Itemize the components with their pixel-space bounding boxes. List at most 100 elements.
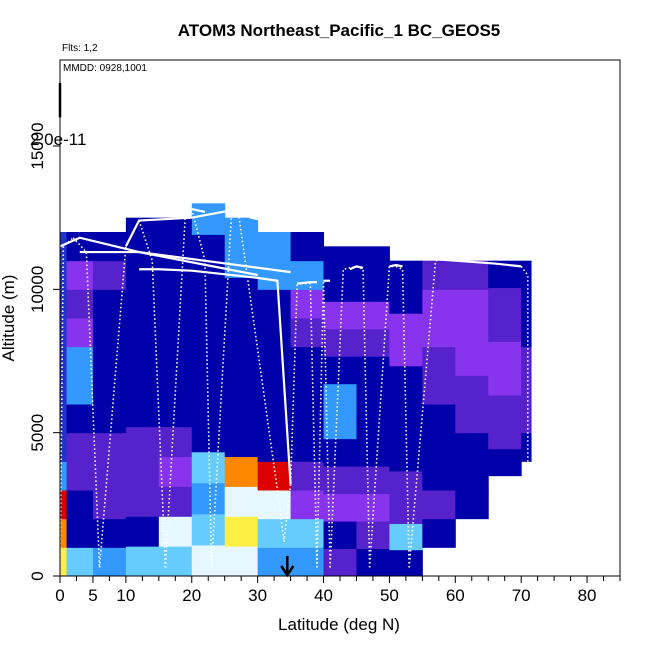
flight-track-solid <box>124 207 278 247</box>
flight-track-solid <box>79 250 291 274</box>
curtain-cell <box>191 451 226 484</box>
flight-track <box>58 82 529 578</box>
curtain-cell <box>323 411 357 440</box>
curtain-cell <box>389 549 423 577</box>
curtain-cell <box>356 438 390 467</box>
curtain-cell <box>422 432 456 462</box>
curtain-cell <box>422 375 456 405</box>
curtain-cell <box>455 432 489 462</box>
curtain-cell <box>66 375 94 405</box>
x-tick-label: 5 <box>88 586 97 605</box>
curtain-cell <box>125 486 160 517</box>
curtain-heatmap <box>60 203 532 577</box>
curtain-cell <box>92 375 127 405</box>
curtain-cell <box>323 383 357 412</box>
curtain-cell <box>455 260 489 290</box>
curtain-cell <box>158 366 193 398</box>
y-tick-label: 15000 <box>28 122 47 169</box>
curtain-cell <box>158 396 193 428</box>
curtain-cell <box>60 318 68 348</box>
curtain-cell <box>66 461 94 491</box>
x-tick-label: 0 <box>55 586 64 605</box>
curtain-cell <box>158 217 193 249</box>
curtain-cell <box>455 375 489 405</box>
curtain-cell <box>257 432 292 462</box>
curtain-cell <box>356 411 390 440</box>
chart-title: ATOM3 Northeast_Pacific_1 BC_GEOS5 <box>178 21 501 40</box>
curtain-cell <box>422 260 456 290</box>
x-tick-label: 80 <box>578 586 597 605</box>
marker-arrow-head <box>280 565 295 578</box>
curtain-cell <box>191 327 226 360</box>
flight-track-solid <box>59 236 258 277</box>
curtain-cell <box>455 461 489 491</box>
curtain-cell <box>422 518 456 548</box>
curtain-cell <box>158 546 193 577</box>
curtain-cell <box>191 544 226 577</box>
curtain-cell <box>488 395 522 423</box>
flight-track-solid <box>389 263 403 268</box>
curtain-cell <box>158 247 193 278</box>
curtain-cell <box>191 203 226 235</box>
curtain-cell <box>521 375 532 405</box>
curtain-cell <box>66 346 94 376</box>
curtain-cell <box>257 518 292 548</box>
curtain-cell <box>521 346 532 376</box>
curtain-cell <box>356 466 390 495</box>
curtain-cell <box>290 346 325 376</box>
curtain-cell <box>422 318 456 348</box>
flights-annotation: Flts: 1,2 <box>62 43 98 54</box>
curtain-cell <box>66 232 94 262</box>
curtain-cell <box>356 493 390 522</box>
y-tick-label: 0 <box>28 571 47 580</box>
curtain-cell <box>323 301 357 330</box>
curtain-cell <box>290 375 325 405</box>
curtain-cell <box>389 339 423 367</box>
curtain-cell <box>389 286 423 314</box>
curtain-cell <box>455 490 489 520</box>
curtain-cell <box>422 490 456 520</box>
curtain-cell <box>455 289 489 319</box>
x-tick-label: 50 <box>380 586 399 605</box>
curtain-cell <box>60 547 68 577</box>
curtain-cell <box>257 461 292 491</box>
flight-track-dotted <box>368 265 396 568</box>
curtain-cell <box>488 368 522 396</box>
curtain-cell <box>356 301 390 330</box>
flight-track-solid <box>139 268 292 485</box>
curtain-cell <box>257 318 292 348</box>
curtain-cell <box>323 273 357 302</box>
curtain-cell <box>488 314 522 342</box>
y-tick-label: 5000 <box>28 414 47 452</box>
curtain-cell <box>389 523 423 551</box>
curtain-cell <box>191 482 226 515</box>
curtain-cell <box>290 547 325 577</box>
curtain-cell <box>66 404 94 434</box>
curtain-cell <box>356 273 390 302</box>
x-tick-label: 20 <box>182 586 201 605</box>
curtain-cell <box>92 318 127 348</box>
scale-marker-label: 2.0e-11 <box>30 130 86 149</box>
curtain-cell <box>60 461 68 491</box>
curtain-cell <box>60 289 68 319</box>
curtain-cell <box>356 521 390 550</box>
curtain-cell <box>389 365 423 393</box>
curtain-cell <box>356 246 390 275</box>
curtain-cell <box>323 466 357 495</box>
x-tick-label: 70 <box>512 586 531 605</box>
curtain-cell <box>224 366 259 398</box>
curtain-cell <box>92 404 127 434</box>
curtain-cell <box>323 438 357 467</box>
curtain-cell <box>191 296 226 329</box>
curtain-cell <box>257 232 292 262</box>
curtain-cell <box>521 260 532 290</box>
curtain-cell <box>290 432 325 462</box>
curtain-cell <box>323 548 357 577</box>
curtain-cell <box>521 404 532 434</box>
curtain-cell <box>257 260 292 290</box>
curtain-cell <box>66 547 94 577</box>
curtain-cell <box>125 337 160 368</box>
curtain-cell <box>158 426 193 458</box>
flight-track-solid <box>191 207 206 214</box>
